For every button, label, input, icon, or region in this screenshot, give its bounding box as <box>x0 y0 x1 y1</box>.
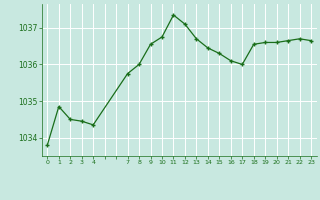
Text: Graphe pression niveau de la mer (hPa): Graphe pression niveau de la mer (hPa) <box>65 184 255 193</box>
